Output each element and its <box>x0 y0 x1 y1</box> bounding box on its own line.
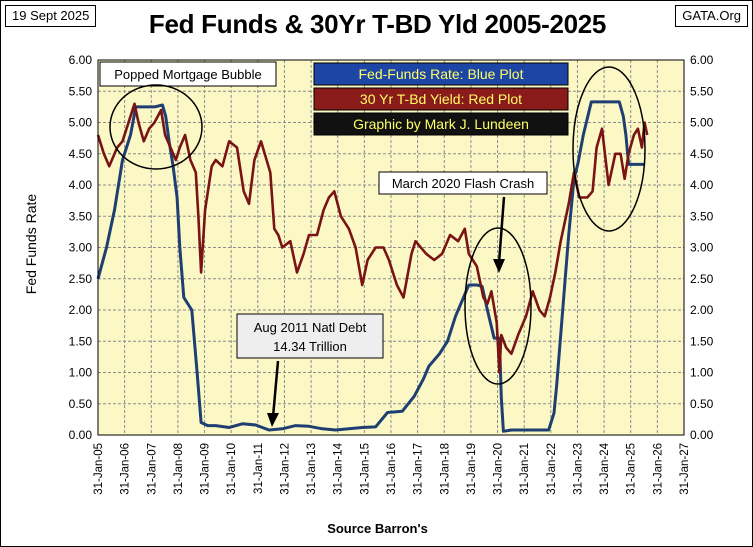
series-lines <box>96 100 649 433</box>
y-tick-label-left: 4.00 <box>69 178 93 192</box>
flash-crash-arrow-head <box>493 259 505 273</box>
aug-2011-label-line1: Aug 2011 Natl Debt <box>254 320 367 335</box>
x-tick-label: 31-Jan-07 <box>146 443 158 495</box>
x-tick-label: 31-Jan-23 <box>572 443 584 495</box>
x-tick-label: 31-Jan-06 <box>120 443 132 495</box>
y-tick-label-left: 3.00 <box>69 241 93 255</box>
x-tick-label: 31-Jan-13 <box>306 443 318 495</box>
aug-2011-arrow <box>271 360 280 418</box>
flash-crash-arrow <box>497 196 506 264</box>
y-tick-label-right: 5.50 <box>690 84 714 98</box>
chart-title: Fed Funds & 30Yr T-BD Yld 2005-2025 <box>148 9 607 39</box>
y-tick-label-left: 3.50 <box>69 209 93 223</box>
legend: Fed-Funds Rate: Blue Plot 30 Yr T-Bd Yiel… <box>313 62 569 136</box>
y-tick-label-right: 3.50 <box>690 209 714 223</box>
y-tick-label-left: 2.50 <box>69 272 93 286</box>
x-tick-label: 31-Jan-19 <box>466 443 478 495</box>
x-tick-label: 31-Jan-24 <box>599 442 611 494</box>
y-tick-label-right: 0.00 <box>690 428 714 442</box>
flash-crash-box <box>378 171 548 195</box>
y-tick-label-left: 1.00 <box>69 366 93 380</box>
x-tick-label: 31-Jan-08 <box>173 443 185 495</box>
y-tick-label-right: 4.50 <box>690 147 714 161</box>
y-tick-label-left: 2.00 <box>69 303 93 317</box>
x-tick-label: 31-Jan-05 <box>93 443 105 495</box>
y-tick-label-right: 2.50 <box>690 272 714 286</box>
flash-crash-circle <box>464 227 532 385</box>
aug-2011-label-line2: 14.34 Trillion <box>273 339 347 354</box>
x-tick-label: 31-Jan-10 <box>226 443 238 495</box>
y-tick-label-left: 1.50 <box>69 334 93 348</box>
legend-box <box>313 112 569 136</box>
legend-label: Fed-Funds Rate: Blue Plot <box>359 66 524 82</box>
x-tick-label: 31-Jan-21 <box>519 443 531 495</box>
x-tick-label: 31-Jan-17 <box>413 443 425 495</box>
date-label: 19 Sept 2025 <box>5 5 97 27</box>
x-tick-label: 31-Jan-26 <box>652 443 664 495</box>
axes: 0.00 0.00 0.50 0.50 1.00 1.00 1.50 1.50 2.00 2.00… <box>69 53 714 495</box>
y-tick-label-right: 4.00 <box>690 178 714 192</box>
x-tick-label: 31-Jan-20 <box>493 443 505 495</box>
y-tick-label-right: 5.00 <box>690 116 714 130</box>
popped-bubble-box <box>99 61 277 87</box>
y-tick-label-right: 1.50 <box>690 334 714 348</box>
flash-crash-label: March 2020 Flash Crash <box>392 176 534 191</box>
x-tick-label: 31-Jan-27 <box>679 443 691 495</box>
plot-border <box>97 59 685 436</box>
x-tick-label: 31-Jan-14 <box>333 442 345 494</box>
y-tick-label-left: 5.50 <box>69 84 93 98</box>
legend-box <box>313 87 569 111</box>
y-tick-label-right: 2.00 <box>690 303 714 317</box>
popped-bubble-circle <box>109 84 203 170</box>
aug-2011-box <box>236 313 384 359</box>
site-label: GATA.Org <box>675 5 748 27</box>
y-tick-label-right: 3.00 <box>690 241 714 255</box>
x-tick-label: 31-Jan-15 <box>359 443 371 495</box>
x-tick-label: 31-Jan-25 <box>626 443 638 495</box>
peak-2024-circle <box>572 66 646 232</box>
legend-label: Graphic by Mark J. Lundeen <box>353 116 529 132</box>
legend-box <box>313 62 569 86</box>
y-tick-label-right: 0.50 <box>690 397 714 411</box>
x-tick-label: 31-Jan-16 <box>386 443 398 495</box>
x-tick-label: 31-Jan-18 <box>439 443 451 495</box>
x-tick-label: 31-Jan-09 <box>200 443 212 495</box>
y-tick-label-left: 5.00 <box>69 116 93 130</box>
y-tick-label-left: 6.00 <box>69 53 93 67</box>
x-tick-label: 31-Jan-12 <box>279 443 291 495</box>
legend-label: 30 Yr T-Bd Yield: Red Plot <box>360 91 522 107</box>
treasury-yield-line <box>96 102 649 374</box>
y-tick-label-right: 1.00 <box>690 366 714 380</box>
y-tick-label-right: 6.00 <box>690 53 714 67</box>
aug-2011-arrow-head <box>267 413 279 427</box>
y-tick-label-left: 4.50 <box>69 147 93 161</box>
y-tick-label-left: 0.50 <box>69 397 93 411</box>
annotations: Popped Mortgage Bubble Aug 2011 Natl Debt… <box>99 61 646 427</box>
popped-bubble-label: Popped Mortgage Bubble <box>114 67 261 82</box>
x-axis-label: Source Barron's <box>327 521 428 536</box>
y-tick-label-left: 0.00 <box>69 428 93 442</box>
x-tick-label: 31-Jan-22 <box>546 443 558 495</box>
x-tick-label: 31-Jan-11 <box>253 443 265 494</box>
